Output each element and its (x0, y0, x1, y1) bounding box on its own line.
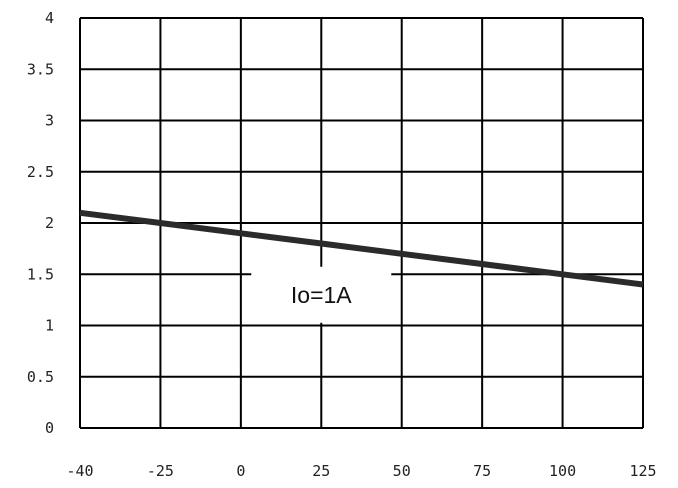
x-tick-label: 125 (629, 462, 656, 480)
x-tick-label: -40 (66, 462, 93, 480)
grid (79, 17, 644, 429)
annotation-label: Io=1A (291, 282, 352, 308)
y-tick-label: 0.5 (27, 368, 54, 386)
x-tick-label: 0 (236, 462, 245, 480)
y-tick-label: 3.5 (27, 60, 54, 78)
y-tick-label: 2.5 (27, 163, 54, 181)
series-layer (79, 209, 644, 288)
y-tick-label: 1.5 (27, 265, 54, 283)
x-tick-label: -25 (147, 462, 174, 480)
x-tick-label: 25 (312, 462, 330, 480)
x-tick-labels: -40 -25 0 25 50 75 100 125 (66, 462, 656, 480)
x-tick-label: 100 (549, 462, 576, 480)
y-tick-label: 0 (45, 419, 54, 437)
x-tick-label: 75 (473, 462, 491, 480)
y-tick-labels: 0 0.5 1 1.5 2 2.5 3 3.5 4 (27, 9, 54, 437)
y-tick-label: 1 (45, 317, 54, 335)
annotations: Io=1A (291, 282, 352, 308)
y-tick-label: 3 (45, 112, 54, 130)
y-tick-label: 4 (45, 9, 54, 27)
series-line (79, 209, 644, 288)
y-tick-label: 2 (45, 214, 54, 232)
x-tick-label: 50 (393, 462, 411, 480)
